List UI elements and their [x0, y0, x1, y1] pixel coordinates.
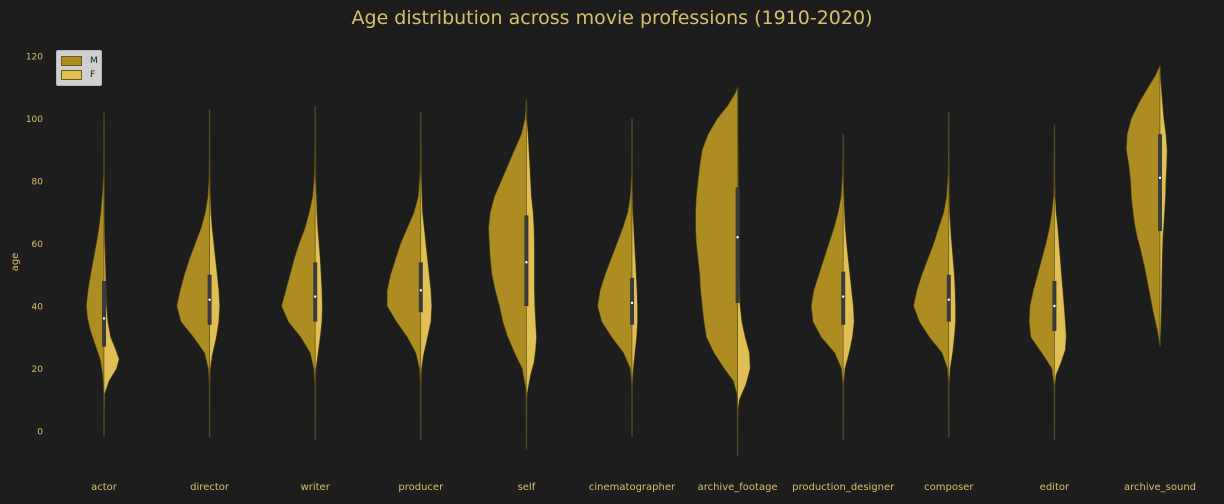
- x-tick-label-editor: editor: [1040, 482, 1070, 493]
- violin-half-f-production_designer: [842, 134, 855, 441]
- violin-half-f-director: [209, 109, 221, 438]
- iqr-box-composer: [946, 274, 951, 322]
- x-tick-label-archive_footage: archive_footage: [698, 482, 778, 493]
- y-tick-label-20: 20: [32, 365, 44, 375]
- violin-half-f-editor: [1054, 124, 1067, 441]
- median-marker-composer: [947, 298, 950, 301]
- x-tick-label-composer: composer: [924, 482, 974, 493]
- violin-half-m-production_designer: [810, 134, 844, 441]
- median-marker-production_designer: [842, 295, 845, 298]
- y-axis: 0 20 40 60 80 100 120: [26, 53, 43, 438]
- y-tick-label-120: 120: [26, 53, 43, 63]
- violin-half-m-cinematographer: [597, 118, 633, 438]
- iqr-box-archive_footage: [735, 187, 740, 303]
- legend: M F: [56, 50, 102, 86]
- median-marker-cinematographer: [630, 301, 634, 305]
- x-tick-label-production_designer: production_designer: [792, 482, 895, 493]
- violin-half-m-producer: [386, 112, 422, 441]
- x-tick-label-director: director: [190, 482, 230, 493]
- y-tick-label-0: 0: [37, 428, 43, 438]
- median-marker-archive_footage: [736, 236, 739, 239]
- violin-half-f-cinematographer: [631, 118, 638, 438]
- median-marker-director: [208, 298, 211, 301]
- x-tick-label-cinematographer: cinematographer: [589, 482, 676, 493]
- violin-half-f-producer: [420, 112, 433, 441]
- x-tick-label-archive_sound: archive_sound: [1124, 482, 1196, 493]
- iqr-box-writer: [313, 262, 318, 322]
- legend-swatch-m: [61, 56, 82, 66]
- violin-archive_sound: [1126, 65, 1168, 347]
- iqr-box-producer: [418, 262, 423, 313]
- violin-half-m-director: [176, 109, 210, 438]
- iqr-box-production_designer: [841, 271, 846, 325]
- median-marker-editor: [1053, 304, 1056, 308]
- violin-half-m-self: [488, 99, 527, 450]
- y-axis-label: age: [10, 253, 21, 272]
- iqr-box-cinematographer: [630, 277, 634, 325]
- violin-composer: [913, 112, 956, 438]
- median-marker-writer: [314, 295, 317, 298]
- median-marker-actor: [102, 317, 106, 320]
- median-marker-self: [525, 261, 528, 264]
- violin-half-f-self: [526, 99, 537, 450]
- violin-half-m-composer: [913, 112, 950, 438]
- x-tick-label-actor: actor: [91, 482, 118, 493]
- violin-half-f-actor: [103, 112, 120, 438]
- violin-production_designer: [810, 134, 855, 441]
- x-axis: actor director writer producer self cinematog…: [91, 482, 1196, 493]
- median-marker-producer: [419, 289, 422, 292]
- violin-producer: [386, 112, 433, 441]
- iqr-box-archive_sound: [1158, 134, 1162, 231]
- violins: [86, 65, 1168, 457]
- y-tick-label-100: 100: [26, 115, 43, 125]
- legend-swatch-f: [61, 70, 82, 80]
- violin-half-m-writer: [281, 105, 316, 441]
- violin-half-m-editor: [1028, 124, 1055, 441]
- y-tick-label-80: 80: [32, 178, 44, 188]
- y-tick-label-60: 60: [32, 240, 44, 250]
- iqr-box-actor: [102, 281, 106, 347]
- violin-writer: [281, 105, 323, 441]
- violin-half-m-archive_sound: [1126, 65, 1161, 347]
- violin-archive_footage: [695, 87, 751, 457]
- median-marker-archive_sound: [1158, 176, 1162, 180]
- x-tick-label-self: self: [518, 482, 536, 493]
- violin-self: [488, 99, 537, 450]
- x-tick-label-writer: writer: [301, 482, 331, 493]
- iqr-box-self: [524, 215, 529, 306]
- chart-title: Age distribution across movie profession…: [351, 7, 873, 29]
- violin-half-f-composer: [948, 112, 956, 438]
- y-tick-label-40: 40: [32, 303, 44, 313]
- violin-half-m-archive_footage: [695, 87, 738, 457]
- violin-half-m-actor: [86, 112, 105, 438]
- legend-label-f: F: [90, 70, 96, 80]
- legend-item-f: F: [61, 69, 95, 81]
- legend-item-m: M: [61, 55, 98, 67]
- violin-actor: [86, 112, 120, 438]
- x-tick-label-producer: producer: [398, 482, 444, 493]
- violin-editor: [1028, 124, 1067, 441]
- violin-director: [176, 109, 221, 438]
- violin-half-f-writer: [314, 105, 323, 441]
- legend-label-m: M: [90, 56, 98, 66]
- violin-cinematographer: [597, 118, 638, 438]
